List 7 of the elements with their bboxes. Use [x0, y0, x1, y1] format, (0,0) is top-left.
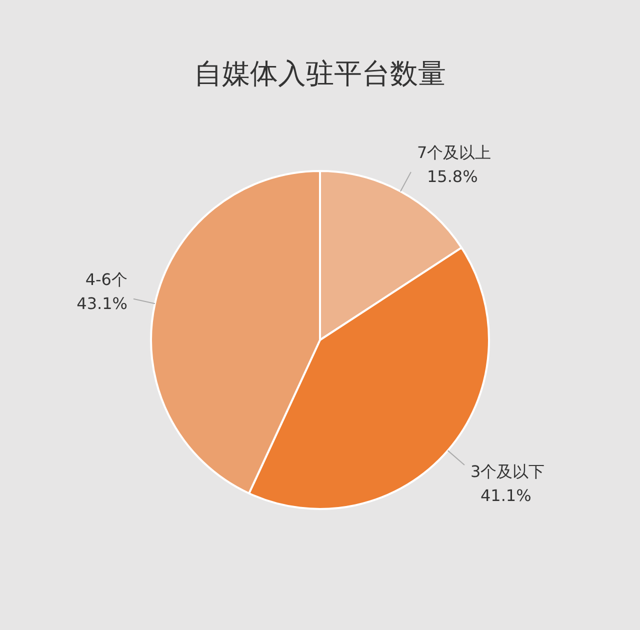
slice-label: 3个及以下 — [470, 462, 545, 482]
slice-label: 7个及以上 — [416, 143, 492, 162]
slice-label: 4-6个 — [85, 270, 128, 290]
chart-title: 自媒体入驻平台数量 — [193, 56, 447, 92]
data-label: 15.8% — [426, 167, 478, 186]
data-label: 43.1% — [76, 294, 128, 314]
data-label: 41.1% — [480, 486, 532, 506]
